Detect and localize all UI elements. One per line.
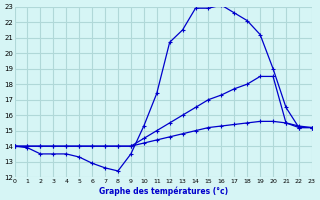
X-axis label: Graphe des températures (°c): Graphe des températures (°c) xyxy=(99,186,228,196)
